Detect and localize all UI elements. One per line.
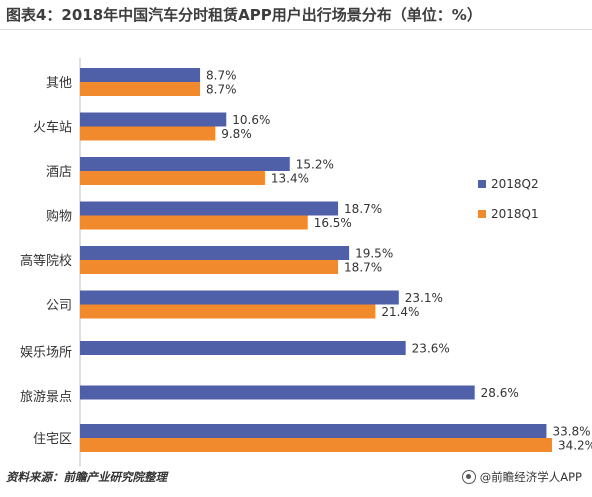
- bar-2018Q1: [80, 82, 201, 96]
- bar-2018Q2: [80, 246, 350, 260]
- bar-chart: 其他 8.7%8.7% 火车站 10.6%9.8% 酒店 15.2%13.4% 购物 18.7…: [20, 58, 592, 467]
- bar-2018Q1: [80, 126, 216, 141]
- legend-swatch: [478, 210, 486, 218]
- bar-2018Q1: [80, 438, 552, 452]
- legend-label: 2018Q2: [491, 177, 539, 191]
- category-label: 火车站: [33, 120, 72, 136]
- bar-2018Q1: [80, 171, 265, 185]
- category-label: 娱乐场所: [20, 346, 72, 361]
- category-label: 其他: [46, 76, 72, 91]
- data-label-2018Q2: 8.7%: [206, 69, 237, 83]
- data-label-2018Q2: 15.2%: [296, 158, 334, 172]
- bar-2018Q2: [80, 385, 475, 400]
- data-label-2018Q1: 18.7%: [344, 261, 382, 275]
- data-label-2018Q2: 23.1%: [405, 291, 443, 305]
- data-label-2018Q2: 10.6%: [232, 113, 270, 127]
- data-label-2018Q2: 19.5%: [355, 247, 393, 261]
- source-note: 资料来源：前瞻产业研究院整理: [6, 470, 167, 484]
- legend-label: 2018Q1: [491, 207, 539, 221]
- bar-2018Q2: [80, 157, 290, 171]
- data-label-2018Q2: 33.8%: [552, 425, 590, 439]
- legend-swatch: [478, 180, 486, 188]
- bar-2018Q1: [80, 260, 339, 274]
- category-label: 购物: [46, 209, 72, 225]
- bar-2018Q2: [80, 424, 547, 438]
- data-label-2018Q1: 8.7%: [206, 83, 237, 97]
- category-label: 酒店: [46, 165, 72, 180]
- category-label: 公司: [46, 299, 72, 314]
- category-label: 住宅区: [33, 432, 72, 447]
- data-label-2018Q1: 13.4%: [271, 172, 309, 186]
- data-label-2018Q2: 23.6%: [412, 342, 450, 356]
- data-label-2018Q2: 28.6%: [481, 386, 519, 400]
- bar-2018Q2: [80, 201, 339, 216]
- bar-2018Q2: [80, 68, 201, 82]
- brand-text: @前瞻经济学人APP: [479, 470, 582, 484]
- bar-2018Q1: [80, 304, 376, 319]
- brand-logo-icon: [461, 470, 476, 484]
- bar-2018Q2: [80, 290, 399, 305]
- data-label-2018Q1: 34.2%: [558, 439, 592, 453]
- bar-2018Q2: [80, 341, 406, 355]
- bar-2018Q2: [80, 112, 227, 127]
- brand-credit: @前瞻经济学人APP: [461, 469, 582, 485]
- category-label: 高等院校: [20, 253, 72, 269]
- data-label-2018Q2: 18.7%: [344, 202, 382, 216]
- chart-title: 图表4：2018年中国汽车分时租赁APP用户出行场景分布（单位：%）: [0, 0, 592, 30]
- category-label: 旅游景点: [20, 390, 72, 405]
- data-label-2018Q1: 16.5%: [314, 216, 352, 230]
- bar-2018Q1: [80, 215, 308, 230]
- data-label-2018Q1: 21.4%: [381, 305, 419, 319]
- data-label-2018Q1: 9.8%: [221, 127, 252, 141]
